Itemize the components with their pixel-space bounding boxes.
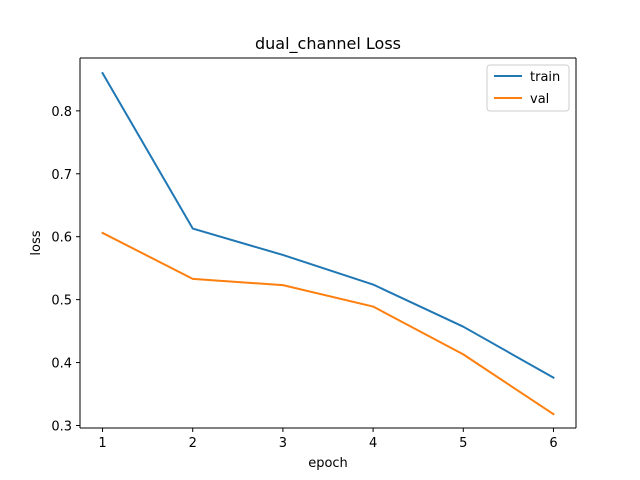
plot-area	[80, 58, 576, 428]
series-line-train	[101, 71, 555, 380]
y-tick-label: 0.4	[51, 357, 72, 372]
y-tick-label: 0.3	[51, 419, 72, 434]
x-tick-label: 6	[549, 436, 557, 451]
series-layer	[101, 71, 555, 416]
y-tick-label: 0.7	[51, 168, 72, 183]
chart-title: dual_channel Loss	[255, 34, 401, 54]
x-axis-ticks: 1 2 3 4 5 6	[98, 428, 558, 451]
x-tick-label: 3	[279, 436, 287, 451]
legend: train val	[486, 64, 570, 112]
legend-label-train: train	[530, 70, 560, 85]
series-line-val	[101, 231, 555, 416]
y-tick-label: 0.6	[51, 231, 72, 246]
y-tick-label: 0.5	[51, 294, 72, 309]
x-tick-label: 1	[98, 436, 106, 451]
y-axis-label: loss	[29, 230, 44, 255]
x-tick-label: 2	[189, 436, 197, 451]
x-tick-label: 5	[459, 436, 467, 451]
x-tick-label: 4	[369, 436, 377, 451]
y-axis-ticks: 0.3 0.4 0.5 0.6 0.7 0.8	[51, 105, 80, 434]
y-tick-label: 0.8	[51, 105, 72, 120]
legend-label-val: val	[530, 92, 549, 107]
x-axis-label: epoch	[308, 456, 348, 471]
